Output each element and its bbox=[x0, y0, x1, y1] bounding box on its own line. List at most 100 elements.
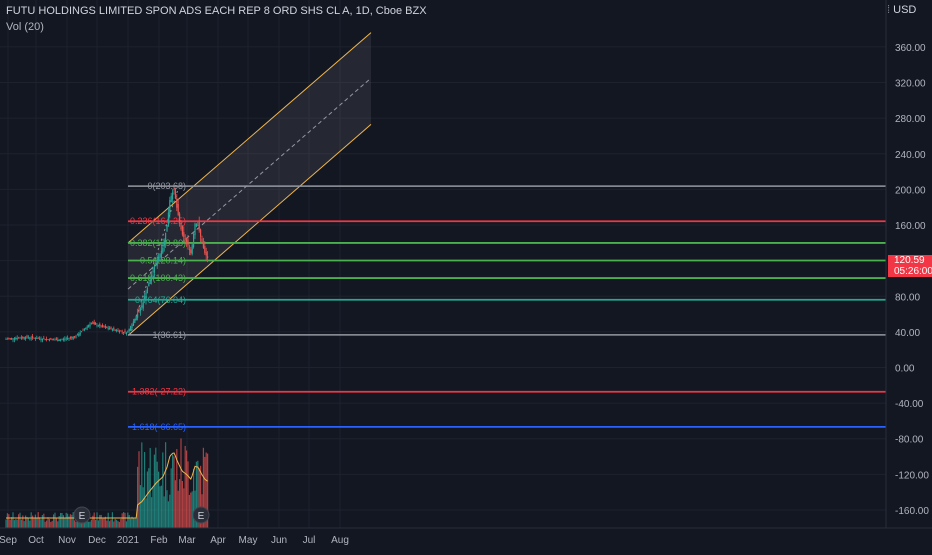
volume-bar bbox=[48, 519, 50, 528]
volume-bar bbox=[166, 490, 168, 528]
volume-bar bbox=[160, 485, 162, 528]
candle-body bbox=[110, 327, 112, 329]
candle-body bbox=[121, 331, 123, 333]
volume-bar bbox=[125, 521, 127, 528]
candle-body bbox=[207, 256, 209, 258]
volume-bar bbox=[197, 460, 199, 528]
volume-bar bbox=[11, 517, 13, 528]
candle-body bbox=[180, 222, 182, 229]
candle-body bbox=[198, 222, 200, 231]
volume-bar bbox=[109, 521, 111, 528]
candle-body bbox=[50, 338, 52, 340]
volume-indicator-label[interactable]: Vol (20) bbox=[6, 21, 44, 33]
candle-body bbox=[176, 198, 178, 208]
volume-bar bbox=[148, 468, 150, 528]
y-tick-label: 80.00 bbox=[895, 292, 920, 303]
symbol-title: FUTU HOLDINGS LIMITED SPON ADS EACH REP … bbox=[6, 5, 427, 17]
volume-bar bbox=[40, 519, 42, 528]
fib-level-label: 0.764(76.04) bbox=[135, 295, 186, 305]
candle-body bbox=[137, 313, 139, 318]
candle-body bbox=[27, 337, 29, 339]
candle-body bbox=[109, 328, 111, 330]
candle-body bbox=[166, 225, 168, 232]
volume-bar bbox=[55, 518, 57, 528]
volume-bar bbox=[190, 492, 192, 528]
candle-body bbox=[89, 323, 91, 327]
volume-bar bbox=[139, 485, 141, 528]
y-tick-label: 160.00 bbox=[895, 221, 926, 232]
candle-body bbox=[67, 338, 69, 340]
volume-bar bbox=[53, 514, 55, 528]
candle-body bbox=[81, 331, 83, 333]
y-tick-label: 320.00 bbox=[895, 79, 926, 90]
candle-body bbox=[202, 241, 204, 248]
volume-bar bbox=[89, 521, 91, 528]
y-tick-label: 240.00 bbox=[895, 150, 926, 161]
fib-level-label: 0.236(164.25) bbox=[130, 216, 186, 226]
x-tick-label: Apr bbox=[210, 535, 226, 546]
volume-bar bbox=[107, 512, 109, 528]
volume-bar bbox=[193, 468, 195, 528]
volume-bar bbox=[41, 515, 43, 528]
volume-bar bbox=[124, 512, 126, 528]
volume-bar bbox=[88, 521, 90, 528]
fib-level-label: 1.382(-27.22) bbox=[132, 387, 186, 397]
x-tick-label: Mar bbox=[178, 535, 196, 546]
candle-body bbox=[23, 337, 25, 339]
earnings-marker-icon[interactable]: E bbox=[192, 506, 210, 524]
volume-bar bbox=[202, 447, 204, 528]
candle-body bbox=[85, 327, 87, 330]
candle-body bbox=[141, 305, 143, 308]
fibonacci-levels[interactable]: 0(203.68) 0.236(164.25) 0.382(139.86) 0.5(1… bbox=[128, 181, 886, 432]
candle-body bbox=[48, 339, 50, 341]
candle-body bbox=[144, 296, 146, 300]
volume-bar bbox=[20, 519, 22, 528]
volume-bar bbox=[62, 515, 64, 528]
volume-bar bbox=[96, 512, 98, 528]
volume-bar bbox=[145, 498, 147, 528]
candle-body bbox=[33, 337, 35, 339]
y-tick-label: -40.00 bbox=[895, 399, 924, 410]
volume-bar bbox=[123, 512, 125, 528]
volume-bar bbox=[142, 487, 144, 528]
volume-bar bbox=[137, 466, 139, 528]
volume-bar bbox=[113, 521, 115, 528]
volume-bar bbox=[60, 512, 62, 528]
candle-body bbox=[159, 253, 161, 258]
candle-body bbox=[177, 204, 179, 215]
earnings-marker-icon[interactable]: E bbox=[73, 506, 91, 524]
volume-bar bbox=[179, 479, 181, 528]
candle-body bbox=[149, 279, 151, 284]
volume-bar bbox=[181, 480, 183, 528]
volume-bar bbox=[191, 491, 193, 528]
candle-body bbox=[188, 249, 190, 250]
candle-body bbox=[128, 328, 130, 332]
candle-body bbox=[103, 326, 105, 328]
candle-body bbox=[181, 225, 183, 235]
volume-bar bbox=[102, 518, 104, 528]
fib-level-label: 0.5(120.14) bbox=[140, 256, 186, 266]
volume-bar bbox=[51, 520, 53, 528]
x-tick-label: Feb bbox=[150, 535, 168, 546]
candle-body bbox=[9, 338, 11, 339]
candle-body bbox=[46, 338, 48, 340]
volume-bar bbox=[135, 517, 137, 528]
candle-body bbox=[83, 328, 85, 331]
volume-bar bbox=[71, 514, 73, 528]
candle-body bbox=[20, 337, 22, 339]
candle-body bbox=[135, 316, 137, 321]
candle-body bbox=[116, 330, 118, 332]
candle-body bbox=[16, 337, 18, 340]
candle-body bbox=[193, 233, 195, 248]
candle-body bbox=[13, 338, 15, 340]
candle-body bbox=[153, 267, 155, 273]
volume-bar bbox=[131, 516, 133, 528]
currency-selector[interactable]: ⁞ USD bbox=[887, 4, 932, 16]
candle-body bbox=[114, 329, 116, 331]
volume-bar bbox=[158, 471, 160, 528]
candle-body bbox=[134, 318, 136, 323]
volume-bar bbox=[65, 512, 67, 528]
candle-body bbox=[172, 192, 174, 200]
